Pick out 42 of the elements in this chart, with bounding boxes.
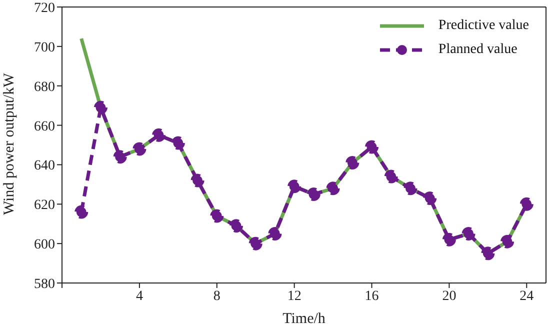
point: [442, 232, 456, 246]
y-tick-label: 620: [34, 198, 55, 214]
point: [113, 150, 127, 164]
point: [346, 156, 360, 170]
x-tick-label: 8: [213, 288, 220, 304]
x-tick-label: 12: [287, 288, 302, 304]
x-tick-label: 24: [520, 288, 534, 304]
point: [481, 246, 495, 260]
y-tick-label: 580: [34, 276, 55, 292]
point: [423, 191, 437, 205]
x-tick-label: 16: [364, 288, 379, 304]
point: [365, 140, 379, 154]
point: [306, 188, 320, 202]
point: [190, 174, 204, 188]
y-tick-label: 680: [34, 80, 55, 95]
x-tick-label: 4: [136, 288, 143, 304]
y-tick-label: 600: [34, 238, 55, 253]
point: [248, 236, 262, 250]
point: [210, 209, 224, 223]
point: [268, 226, 282, 240]
point: [404, 182, 418, 196]
point: [326, 182, 340, 196]
legend-label: Planned value: [438, 42, 518, 58]
point: [384, 170, 398, 184]
x-tick-label: 20: [442, 288, 456, 304]
point: [152, 128, 166, 142]
point: [132, 142, 146, 156]
y-tick-label: 720: [34, 0, 55, 16]
y-tick-label: 660: [34, 119, 55, 134]
point: [500, 234, 514, 248]
point: [462, 226, 476, 240]
y-tick-label: 700: [34, 40, 55, 56]
point: [74, 205, 88, 219]
x-axis-title: Time/h: [282, 311, 326, 327]
legend-label: Predictive value: [438, 18, 529, 34]
point: [288, 180, 302, 194]
point: [520, 197, 534, 211]
y-axis-title: Wind power output/kW: [1, 72, 18, 215]
point: [171, 136, 185, 150]
point: [94, 100, 108, 114]
y-tick-label: 640: [34, 158, 55, 174]
point: [229, 219, 243, 233]
